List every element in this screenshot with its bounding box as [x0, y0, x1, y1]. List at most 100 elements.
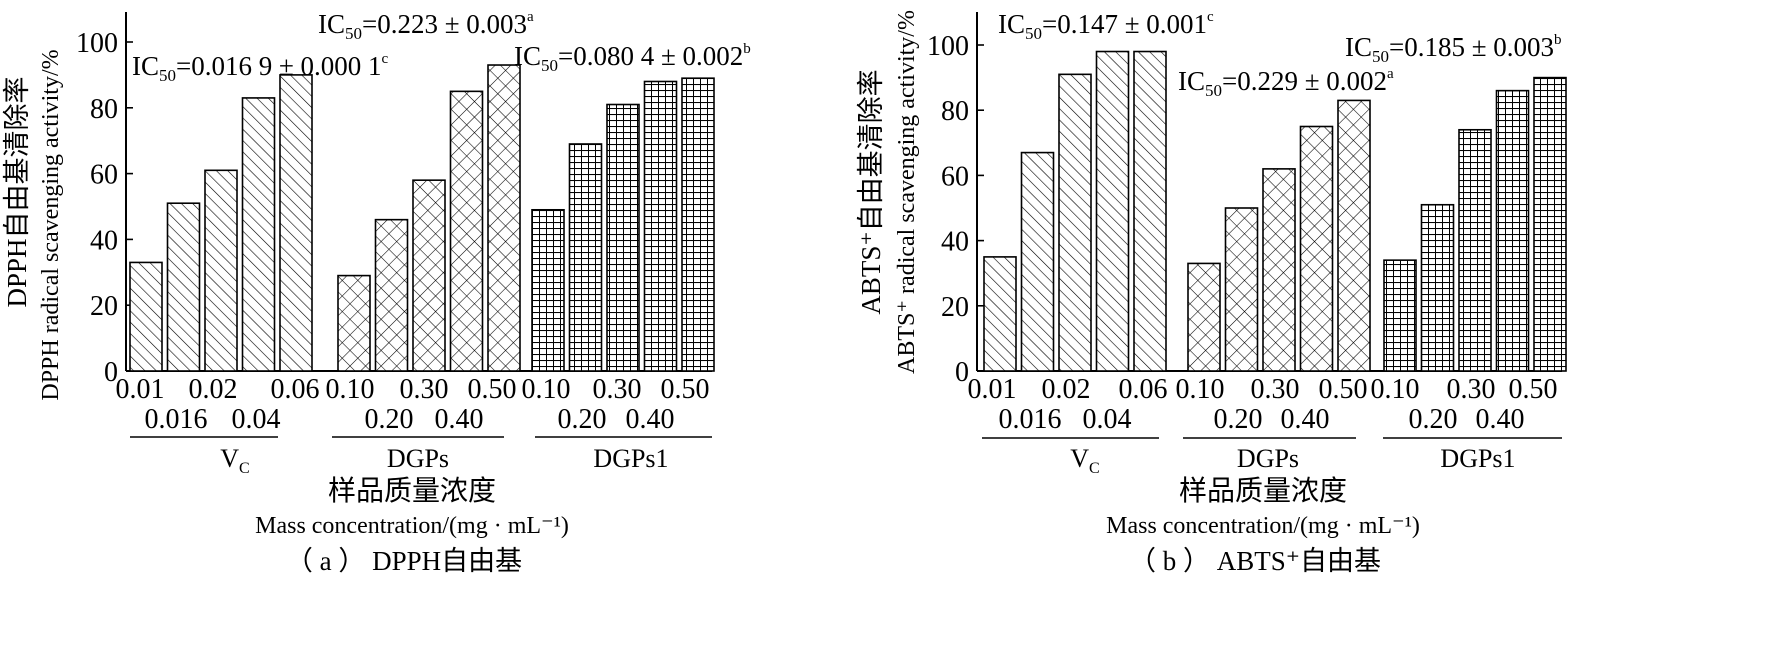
ic50-subscript: 50: [1025, 24, 1042, 43]
ic50-subscript: 50: [541, 56, 558, 75]
x-tick-label: 0.40: [1281, 404, 1330, 435]
ic50-annotation: IC50=0.016 9 ± 0.000 1c: [132, 51, 389, 85]
x-axis-label-cn: 样品质量浓度: [328, 475, 496, 507]
group-label: DGPs: [387, 444, 449, 473]
bar: [241, 97, 276, 372]
bar: [279, 74, 313, 372]
x-tick-label: 0.30: [593, 374, 642, 405]
x-tick-label: 0.10: [326, 374, 375, 405]
bar-group-dgps1: [1383, 76, 1567, 372]
x-tick-label: 0.40: [435, 404, 484, 435]
bar: [1058, 73, 1092, 372]
bar: [568, 143, 603, 372]
bar-group-dgps: [1187, 99, 1371, 372]
x-tick-label: 0.20: [1409, 404, 1458, 435]
x-tick-label: 0.016: [145, 404, 208, 435]
y-tick-label: 80: [941, 96, 969, 127]
group-label: DGPs1: [1440, 444, 1515, 473]
x-axis-label-en: Mass concentration/(mg · mL⁻¹): [1106, 513, 1420, 539]
x-tick-label: 0.04: [232, 404, 281, 435]
y-tick-label: 0: [955, 357, 969, 388]
bar: [1187, 262, 1221, 372]
group-label-subscript: C: [239, 460, 250, 477]
ic50-subscript: 50: [1372, 47, 1389, 66]
chart-panel-dpph: 0 20 40 60 80 100 DPPH自由基清除率 DPPH radical scave…: [2, 9, 751, 576]
x-tick-label: 0.20: [1214, 404, 1263, 435]
bar: [1420, 203, 1455, 372]
ic50-annotation: IC50=0.080 4 ± 0.002b: [514, 41, 751, 75]
x-tick-label: 0.10: [522, 374, 571, 405]
y-tick-label: 20: [941, 292, 969, 323]
bar: [1299, 125, 1334, 372]
bar: [374, 218, 409, 372]
ic50-prefix: IC: [998, 9, 1025, 39]
ic50-prefix: IC: [1345, 32, 1372, 62]
bar: [1458, 128, 1492, 372]
bar: [983, 256, 1017, 372]
ic50-annotation: IC50=0.185 ± 0.003b: [1345, 32, 1562, 66]
ic50-superscript: c: [382, 51, 389, 67]
y-tick-label: 100: [927, 31, 969, 62]
y-tick-label: 0: [104, 357, 118, 388]
ic50-prefix: IC: [514, 41, 541, 71]
x-tick-label: 0.30: [1447, 374, 1496, 405]
bar: [1020, 151, 1055, 372]
ic50-prefix: IC: [132, 51, 159, 81]
x-axis-label-cn: 样品质量浓度: [1179, 475, 1347, 507]
y-tick-label: 80: [90, 94, 118, 125]
x-tick-label: 0.04: [1083, 404, 1132, 435]
bar: [1224, 207, 1259, 372]
y-axis-label-cn: DPPH自由基清除率: [2, 76, 32, 307]
y-tick-label: 40: [941, 227, 969, 258]
x-tick-label: 0.06: [1119, 374, 1168, 405]
ic50-annotation: IC50=0.229 ± 0.002a: [1178, 66, 1394, 100]
group-label-main: V: [1070, 444, 1089, 473]
y-tick-label: 60: [941, 161, 969, 192]
x-tick-label: 0.01: [968, 374, 1017, 405]
bar: [412, 179, 446, 372]
ic50-value: =0.223 ± 0.003: [362, 9, 527, 39]
bar-group-vc: [129, 74, 313, 372]
x-tick-label: 0.50: [661, 374, 710, 405]
bar: [1533, 76, 1567, 372]
y-axis-label-en: ABTS⁺ radical scavenging activity/%: [894, 10, 920, 374]
ic50-superscript: a: [527, 9, 534, 25]
group-label: DGPs: [1237, 444, 1299, 473]
ic50-superscript: a: [1387, 66, 1394, 82]
bar: [1133, 50, 1167, 372]
group-label: DGPs1: [593, 444, 668, 473]
x-tick-label: 0.30: [1251, 374, 1300, 405]
bar: [449, 90, 484, 372]
y-tick-label: 40: [90, 225, 118, 256]
bar: [337, 274, 371, 372]
x-tick-label: 0.02: [1042, 374, 1091, 405]
ic50-value: =0.229 ± 0.002: [1222, 66, 1387, 96]
bar: [204, 169, 238, 372]
x-tick-label: 0.02: [189, 374, 238, 405]
y-axis-label-en: DPPH radical scavenging activity/%: [38, 49, 64, 400]
bar: [1095, 50, 1130, 372]
panel-caption: （ b ） ABTS⁺自由基: [1129, 546, 1381, 576]
y-tick-label: 60: [90, 160, 118, 191]
x-tick-label: 0.10: [1371, 374, 1420, 405]
ic50-annotation: IC50=0.147 ± 0.001c: [998, 9, 1214, 43]
group-label-subscript: C: [1089, 460, 1100, 477]
bar-group-vc: [983, 50, 1167, 372]
ic50-annotation: IC50=0.223 ± 0.003a: [318, 9, 534, 43]
y-axis-label-cn: ABTS⁺自由基清除率: [856, 69, 886, 314]
ic50-value: =0.080 4 ± 0.002: [558, 41, 743, 71]
ic50-subscript: 50: [345, 24, 362, 43]
y-tick-label: 100: [76, 28, 118, 59]
bar: [606, 103, 640, 372]
bar: [643, 80, 678, 372]
ic50-value: =0.185 ± 0.003: [1389, 32, 1554, 62]
x-tick-label: 0.10: [1176, 374, 1225, 405]
ic50-superscript: b: [743, 41, 751, 57]
bar: [1495, 89, 1530, 372]
bar: [681, 77, 715, 372]
ic50-subscript: 50: [1205, 81, 1222, 100]
bar: [1262, 168, 1296, 372]
bar: [1337, 99, 1371, 372]
x-tick-label: 0.50: [1509, 374, 1558, 405]
ic50-superscript: b: [1554, 32, 1562, 48]
